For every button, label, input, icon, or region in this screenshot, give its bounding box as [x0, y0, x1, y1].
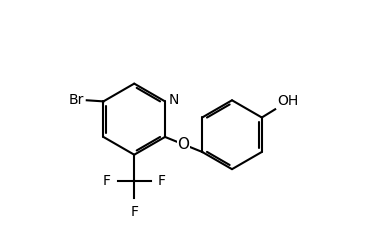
Text: N: N [168, 93, 179, 107]
Text: O: O [177, 137, 190, 152]
Text: OH: OH [277, 94, 298, 108]
Text: F: F [130, 205, 138, 219]
Text: F: F [103, 174, 111, 188]
Text: Br: Br [68, 93, 84, 107]
Text: F: F [157, 174, 166, 188]
